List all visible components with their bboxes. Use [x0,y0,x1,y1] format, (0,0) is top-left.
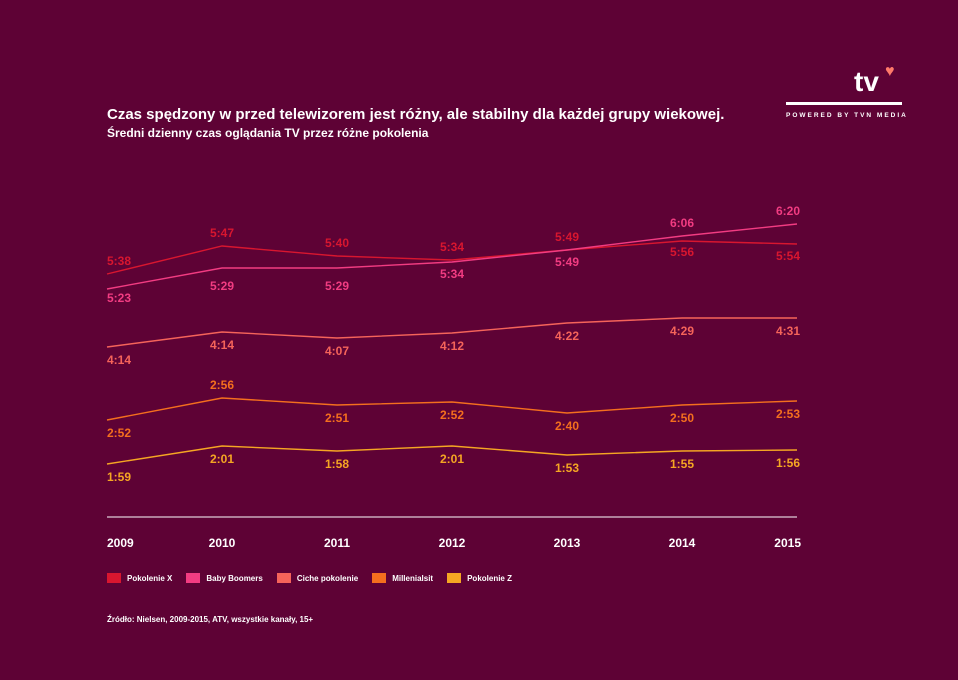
data-label: 4:22 [555,329,579,343]
data-label: 6:20 [776,204,800,218]
data-label: 4:14 [210,338,234,352]
logo-tagline: POWERED BY TVN MEDIA [786,112,908,119]
legend-swatch [276,573,291,583]
data-label: 4:12 [440,339,464,353]
legend-label: Pokolenie X [127,573,173,583]
legend-swatch [372,573,387,583]
data-label: 5:34 [440,267,464,281]
chart-legend: Pokolenie X Baby Boomers Ciche pokolenie Mi… [107,573,526,583]
data-label: 6:06 [670,216,694,230]
series-line-4 [106,445,798,465]
data-label: 5:23 [107,291,131,305]
data-label: 1:56 [776,456,800,470]
series-line-2 [106,317,797,348]
data-label: 2:52 [107,426,131,440]
legend-label: Ciche pokolenie [296,573,359,583]
heart-icon: ♥ [885,63,895,80]
logo-underline [786,102,902,105]
x-tick-label: 2014 [669,536,696,550]
data-label: 1:53 [555,461,579,475]
logo-text: tv [854,66,879,97]
legend-item: Pokolenie Z [447,573,512,583]
source-note: Źródło: Nielsen, 2009-2015, ATV, wszystk… [107,615,314,624]
legend-item: Pokolenie X [107,573,172,583]
data-label: 2:52 [440,408,464,422]
series-line-1 [106,223,798,290]
x-tick-label: 2011 [324,536,350,550]
chart-title: Czas spędzony w przed telewizorem jest r… [107,106,725,123]
data-label: 1:55 [670,457,694,471]
data-label: 2:01 [210,452,234,466]
x-tick-label: 2013 [554,536,581,550]
legend-item: Millenialsit [372,573,433,583]
data-label: 5:34 [440,240,464,254]
data-label: 4:14 [107,353,131,367]
data-label: 5:40 [325,236,349,250]
x-tick-label: 2010 [209,536,236,550]
data-label: 5:29 [325,279,349,293]
data-label: 5:47 [210,226,234,240]
series-line-3 [106,397,798,421]
data-label: 4:07 [325,344,349,358]
data-label: 2:56 [210,378,234,392]
chart-subtitle: Średni dzienny czas oglądania TV przez r… [107,126,429,140]
data-label: 2:01 [440,452,464,466]
data-label: 5:54 [776,249,800,263]
data-label: 2:53 [776,407,800,421]
data-label: 5:56 [670,245,694,259]
data-label: 5:38 [107,254,131,268]
legend-label: Millenialsit [392,573,434,583]
data-label: 5:49 [555,255,579,269]
data-label: 2:51 [325,411,349,425]
data-label: 4:31 [776,324,800,338]
data-label: 2:40 [555,419,579,433]
legend-label: Pokolenie Z [467,573,512,583]
x-tick-label: 2012 [439,536,466,550]
legend-swatch [447,573,462,583]
legend-swatch [107,573,121,583]
legend-label: Baby Boomers [206,573,263,583]
legend-item: Ciche pokolenie [276,573,359,583]
data-label: 1:58 [325,457,349,471]
data-label: 1:59 [107,470,131,484]
series-line-0 [106,240,798,275]
data-label: 5:49 [555,230,579,244]
legend-swatch [186,573,201,583]
tvn-logo: tv ♥ POWERED BY TVN MEDIA [786,63,906,124]
x-tick-label: 2015 [774,536,801,550]
x-tick-label: 2009 [107,536,134,550]
legend-item: Baby Boomers [186,573,263,583]
data-label: 4:29 [670,324,694,338]
data-label: 2:50 [670,411,694,425]
data-label: 5:29 [210,279,234,293]
